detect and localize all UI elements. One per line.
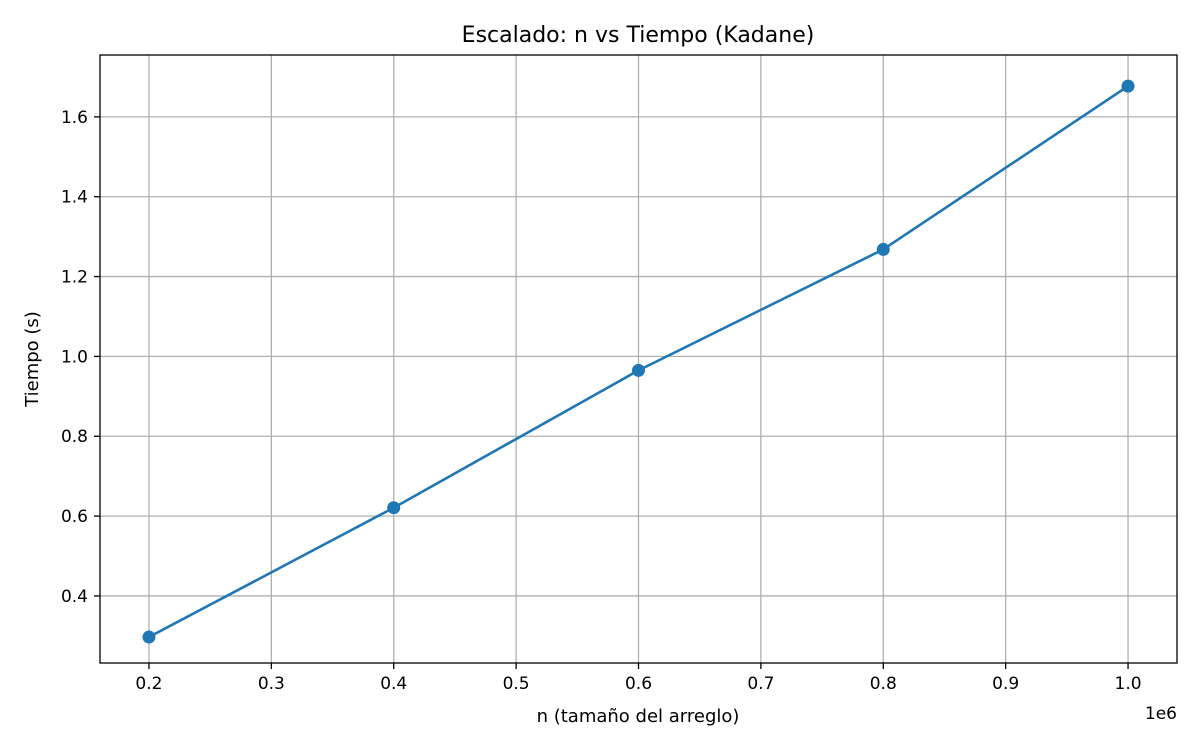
y-tick-label: 0.6 [61,507,88,527]
x-axis-offset-label: 1e6 [1145,704,1177,724]
y-tick-label: 1.0 [61,347,88,367]
x-tick-label: 0.4 [380,674,407,694]
x-tick-label: 0.6 [625,674,652,694]
y-tick-label: 0.8 [61,427,88,447]
data-point [142,630,156,644]
x-tick-label: 0.3 [258,674,285,694]
x-tick-label: 0.8 [870,674,897,694]
series-layer [142,79,1135,644]
ticks: 0.2 0.3 0.4 0.5 0.6 0.7 0.8 0.9 1.0 0.4 0.6 0.8 1.0 1… [61,108,1142,694]
chart-title: Escalado: n vs Tiempo (Kadane) [462,23,815,48]
grid [100,55,1177,663]
x-tick-label: 0.2 [135,674,162,694]
y-axis-label: Tiempo (s) [22,311,43,408]
data-point [387,501,401,515]
y-tick-label: 1.6 [61,108,88,128]
y-tick-label: 1.4 [61,188,88,208]
x-tick-label: 0.7 [747,674,774,694]
x-tick-label: 0.5 [503,674,530,694]
x-tick-label: 1.0 [1115,674,1142,694]
y-tick-label: 0.4 [61,587,88,607]
x-axis-label: n (tamaño del arreglo) [537,706,740,727]
y-tick-label: 1.2 [61,268,88,288]
data-point [876,242,890,256]
data-point [632,363,645,377]
x-tick-label: 0.9 [992,674,1019,694]
data-point [1121,79,1135,93]
